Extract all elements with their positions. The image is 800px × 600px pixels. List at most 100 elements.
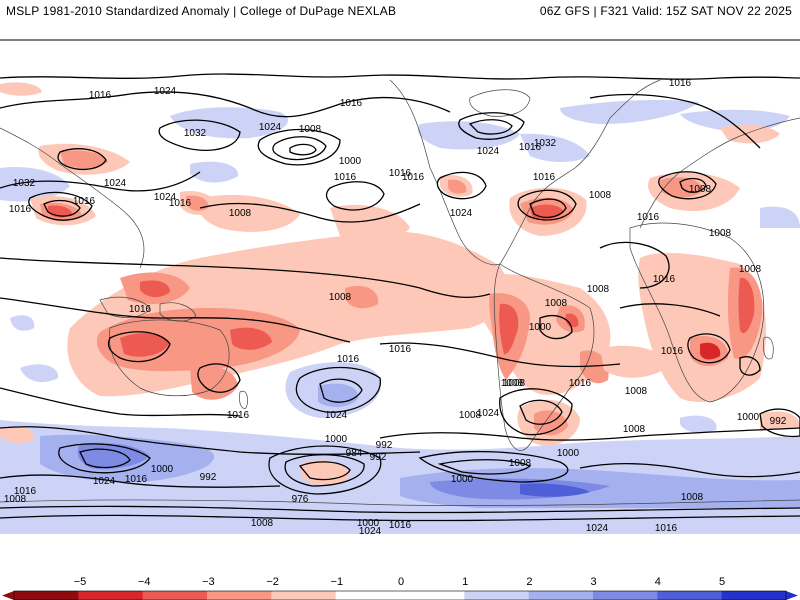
isobar-label: 1024 xyxy=(359,526,382,534)
isobar-label: 1016 xyxy=(73,196,96,207)
colorbar-swatch xyxy=(464,591,530,600)
colorbar-outline xyxy=(13,590,787,600)
isobar-label: 1024 xyxy=(477,146,500,157)
isobar-label: 1024 xyxy=(104,178,127,189)
isobar-label: 1016 xyxy=(653,274,676,285)
isobar-label: 1016 xyxy=(9,204,32,215)
isobar-label: 1008 xyxy=(4,494,27,505)
isobar-label: 1008 xyxy=(623,424,646,435)
colorbar-swatch xyxy=(721,591,787,600)
isobar-label: 1016 xyxy=(129,304,152,315)
colorbar-swatch xyxy=(593,591,658,600)
isobar-label: 1008 xyxy=(689,184,712,195)
colorbar-tick-label: 5 xyxy=(719,576,725,588)
isobar-label: 1016 xyxy=(340,98,363,109)
isobar-label: 1024 xyxy=(477,408,500,419)
isobar-label: 1008 xyxy=(739,264,762,275)
isobar-label: 1000 xyxy=(451,474,474,485)
colorbar-max-arrow xyxy=(786,591,798,600)
isobar-label: 1008 xyxy=(251,518,274,529)
colorbar-tick-label: 4 xyxy=(655,576,661,588)
isobar-label: 1016 xyxy=(637,212,660,223)
isobar-label: 984 xyxy=(346,448,363,459)
isobar-label: 1016 xyxy=(389,520,412,531)
colorbar-tick-label: −5 xyxy=(74,576,87,588)
isobar-label: 1024 xyxy=(93,476,116,487)
isobar-label: 1008 xyxy=(625,386,648,397)
colorbar-tick-label: −3 xyxy=(202,576,215,588)
isobar-label: 1008 xyxy=(589,190,612,201)
isobar-label: 1016 xyxy=(125,474,148,485)
isobar-label: 1024 xyxy=(586,523,609,534)
isobar-label: 1000 xyxy=(529,322,552,333)
isobar-label: 1000 xyxy=(357,518,380,529)
isobar-label: 1008 xyxy=(545,298,568,309)
colorbar: −5 −4 −3 −2 −1 0 1 2 3 4 5 xyxy=(2,576,798,600)
isobar-label: 1000 xyxy=(737,412,760,423)
isobar-label: 1016 xyxy=(661,346,684,357)
isobar-label: 1016 xyxy=(337,354,360,365)
colorbar-swatch xyxy=(400,591,465,600)
isobar-label: 1008 xyxy=(503,378,526,389)
isobar-label: 992 xyxy=(370,452,387,463)
colorbar-swatch xyxy=(14,591,79,600)
colorbar-tick-label: −4 xyxy=(138,576,151,588)
coastlines xyxy=(0,79,800,507)
isobar-label: 1024 xyxy=(450,208,473,219)
isobar-label: 1000 xyxy=(557,448,580,459)
isobar-label: 1016 xyxy=(89,90,112,101)
colorbar-min-arrow xyxy=(2,591,14,600)
isobar-label: 1008 xyxy=(681,492,704,503)
colorbar-swatch xyxy=(271,591,337,600)
isobar-label: 1000 xyxy=(325,434,348,445)
isobar-label: 1024 xyxy=(325,410,348,421)
isobar-contours xyxy=(0,73,800,522)
isobar-label: 1016 xyxy=(655,523,678,534)
isobar-label: 1008 xyxy=(587,284,610,295)
isobar-label: 1008 xyxy=(299,124,322,135)
isobar-label: 1016 xyxy=(389,168,412,179)
colorbar-swatch xyxy=(657,591,723,600)
isobar-label: 1008 xyxy=(501,378,524,389)
colorbar-swatch xyxy=(207,591,272,600)
isobar-label: 1032 xyxy=(184,128,207,139)
isobar-label: 1008 xyxy=(329,292,352,303)
colorbar-swatch xyxy=(335,591,401,600)
negative-anomaly-shading xyxy=(0,82,800,486)
isobar-label: 992 xyxy=(200,472,217,483)
colorbar-swatches xyxy=(2,590,798,600)
isobar-label: 1008 xyxy=(229,208,252,219)
isobar-label: 1024 xyxy=(154,192,177,203)
isobar-label: 1016 xyxy=(402,172,425,183)
colorbar-tick-label: 2 xyxy=(526,576,532,588)
isobar-label: 1016 xyxy=(334,172,357,183)
isobar-label: 1016 xyxy=(227,410,250,421)
colorbar-tick-label: 3 xyxy=(591,576,597,588)
map-frame xyxy=(0,39,800,41)
isobar-label: 976 xyxy=(292,494,309,505)
colorbar-tick-label: −2 xyxy=(266,576,279,588)
isobar-label: 1016 xyxy=(569,378,592,389)
isobar-label: 1016 xyxy=(169,198,192,209)
colorbar-swatch xyxy=(78,591,144,600)
colorbar-tick-label: 0 xyxy=(398,576,404,588)
isobar-label: 1016 xyxy=(669,78,692,89)
isobar-label: 1000 xyxy=(151,464,174,475)
isobar-label: 1008 xyxy=(709,228,732,239)
colorbar-tick-label: −1 xyxy=(331,576,344,588)
isobar-label: 1008 xyxy=(459,410,482,421)
isobar-label: 1008 xyxy=(509,458,532,469)
isobar-label: 1016 xyxy=(533,172,556,183)
colorbar-swatch xyxy=(528,591,594,600)
isobar-label: 1032 xyxy=(534,138,557,149)
colorbar-swatch xyxy=(142,591,208,600)
isobar-label: 1024 xyxy=(259,122,282,133)
isobar-label: 1016 xyxy=(389,344,412,355)
map-title: MSLP 1981-2010 Standardized Anomaly | Co… xyxy=(6,4,397,18)
isobar-label: 992 xyxy=(770,416,787,427)
isobar-label: 1016 xyxy=(14,486,37,497)
colorbar-tick-labels: −5 −4 −3 −2 −1 0 1 2 3 4 5 xyxy=(74,576,725,588)
isobar-label: 1000 xyxy=(339,156,362,167)
